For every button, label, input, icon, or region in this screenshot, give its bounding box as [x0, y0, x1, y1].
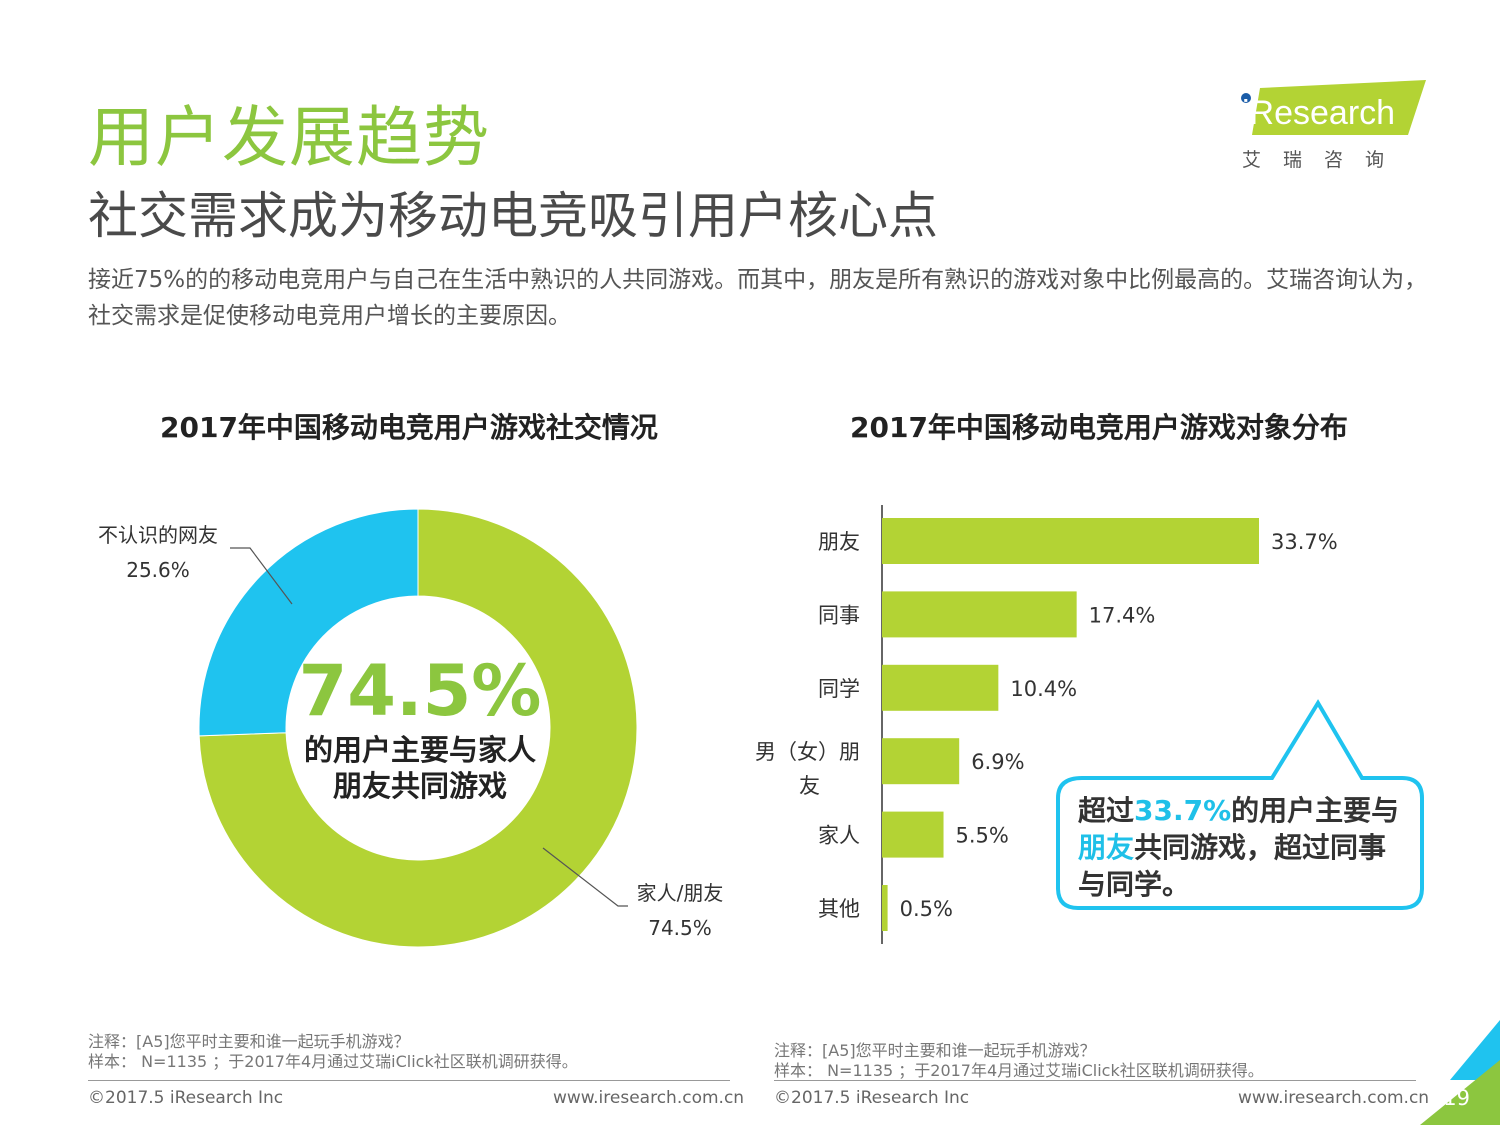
- note-left: 注释：[A5]您平时主要和谁一起玩手机游戏？ 样本： N=1135 ；于2017…: [88, 1032, 578, 1072]
- bar-value-label-0: 33.7%: [1271, 530, 1338, 554]
- bar-5: [882, 885, 888, 931]
- bar-category-label-0: 朋友: [818, 530, 860, 554]
- logo-cn-text: 艾瑞咨询: [1242, 149, 1406, 171]
- bar-chart: 33.7% 朋友 17.4% 同事 10.4% 同学 6.9% 男（女）朋友 5.5% 家人 0.5…: [755, 505, 1338, 944]
- bar-4: [882, 811, 944, 858]
- bar-0: [882, 518, 1259, 564]
- bar-category-label-1: 同事: [818, 603, 860, 627]
- bar-3: [882, 738, 960, 785]
- donut-leader-family-friends: [542, 847, 628, 907]
- footer-copyright-left: ©2017.5 iResearch Inc: [88, 1088, 284, 1108]
- donut-chart-title: 2017年中国移动电竞用户游戏社交情况: [160, 411, 658, 444]
- callout-text: 超过33.7%的用户主要与朋友共同游戏，超过同事与同学。: [1078, 792, 1408, 903]
- callout-bubble: [1056, 699, 1424, 910]
- bar-category-label-3-cont: 友: [799, 774, 820, 798]
- donut-center-text: 的用户主要与家人朋友共同游戏: [303, 733, 536, 803]
- donut-label-family-name: 家人/朋友: [636, 881, 724, 905]
- donut-center-value: 74.5%: [298, 650, 542, 732]
- corner-decoration: [1420, 1020, 1500, 1125]
- note-right-question: 注释：[A5]您平时主要和谁一起玩手机游戏？: [774, 1041, 1096, 1060]
- note-right: 注释：[A5]您平时主要和谁一起玩手机游戏？ 样本： N=1135 ；于2017…: [774, 1041, 1264, 1081]
- iresearch-logo: iResearch 艾瑞咨询: [1241, 80, 1426, 171]
- donut-label-strangers: 不认识的网友 25.6%: [88, 518, 228, 588]
- intro-paragraph: 接近75%的的移动电竞用户与自己在生活中熟识的人共同游戏。而其中，朋友是所有熟识…: [88, 267, 1428, 329]
- bar-value-label-3: 6.9%: [971, 750, 1024, 774]
- bar-category-label-4: 家人: [818, 824, 860, 848]
- footer-url-left[interactable]: www.iresearch.com.cn: [553, 1088, 745, 1108]
- donut-label-strangers-name: 不认识的网友: [98, 523, 218, 547]
- callout-rest: 共同游戏，超过同事与同学。: [1078, 831, 1387, 901]
- bar-1: [882, 591, 1077, 638]
- bar-value-label-5: 0.5%: [900, 897, 953, 921]
- bar-category-label-5: 其他: [818, 897, 860, 921]
- donut-chart: [198, 508, 638, 948]
- donut-label-strangers-value: 25.6%: [126, 558, 190, 582]
- callout-highlight-pct: 33.7%: [1134, 794, 1232, 827]
- bar-value-label-2: 10.4%: [1010, 677, 1077, 701]
- logo-brand-text: iResearch: [1242, 94, 1395, 132]
- bar-category-label-2: 同学: [818, 677, 860, 701]
- donut-leader-strangers: [230, 547, 293, 605]
- note-left-question: 注释：[A5]您平时主要和谁一起玩手机游戏？: [88, 1032, 410, 1051]
- page-title: 用户发展趋势: [88, 99, 490, 176]
- footer-copyright-right: ©2017.5 iResearch Inc: [774, 1088, 970, 1108]
- donut-label-family-value: 74.5%: [648, 916, 712, 940]
- callout-mid: 的用户主要与: [1231, 794, 1400, 827]
- footer-divider-right: [774, 1080, 1416, 1081]
- footer-url-right[interactable]: www.iresearch.com.cn: [1238, 1088, 1430, 1108]
- donut-slice-family-friends: [198, 508, 638, 948]
- callout-prefix: 超过: [1078, 794, 1135, 827]
- note-right-sample: 样本： N=1135 ；于2017年4月通过艾瑞iClick社区联机调研获得。: [774, 1061, 1264, 1080]
- bar-value-label-1: 17.4%: [1089, 603, 1156, 627]
- donut-slice-strangers: [198, 508, 419, 737]
- bar-category-label-3: 男（女）朋: [755, 740, 860, 764]
- bar-2: [882, 664, 999, 711]
- bar-value-label-4: 5.5%: [956, 824, 1009, 848]
- callout-highlight-friends: 朋友: [1078, 831, 1135, 864]
- note-left-sample: 样本： N=1135 ；于2017年4月通过艾瑞iClick社区联机调研获得。: [88, 1052, 578, 1071]
- bar-chart-title: 2017年中国移动电竞用户游戏对象分布: [850, 411, 1348, 444]
- page-subtitle: 社交需求成为移动电竞吸引用户核心点: [88, 187, 938, 245]
- donut-label-family-friends: 家人/朋友 74.5%: [615, 876, 745, 946]
- page-number: 19: [1443, 1086, 1470, 1110]
- footer-divider-left: [88, 1080, 730, 1081]
